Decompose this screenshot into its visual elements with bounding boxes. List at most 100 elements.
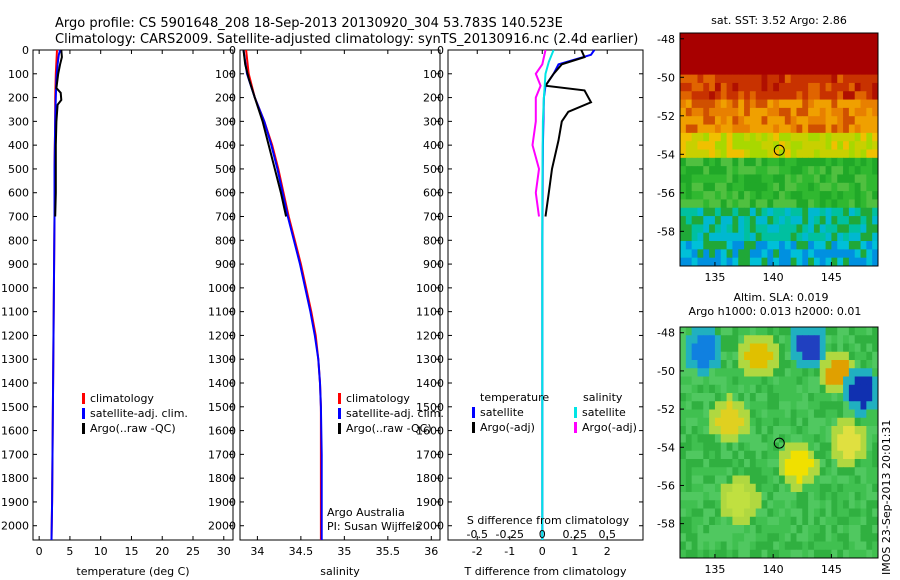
map-cell bbox=[703, 232, 710, 242]
map-cell bbox=[709, 232, 716, 242]
map-cell bbox=[866, 393, 873, 402]
map-cell bbox=[720, 149, 728, 159]
map-cell bbox=[872, 57, 879, 67]
map-cell bbox=[714, 442, 722, 452]
map-cell bbox=[697, 351, 704, 361]
map-cell bbox=[784, 483, 792, 493]
map-cell bbox=[790, 107, 797, 117]
map-cell bbox=[784, 434, 792, 443]
map-cell bbox=[726, 376, 733, 386]
map-cell bbox=[709, 541, 716, 551]
map-cell bbox=[866, 99, 873, 109]
map-cell bbox=[732, 483, 739, 493]
map-cell bbox=[860, 335, 867, 344]
map-cell bbox=[790, 116, 797, 126]
y-tick-label: 200 bbox=[8, 92, 29, 105]
map-cell bbox=[843, 351, 850, 361]
map-cell bbox=[680, 257, 687, 267]
map-cell bbox=[813, 99, 821, 109]
map-cell bbox=[831, 475, 838, 485]
map-cell bbox=[749, 166, 757, 175]
map-cell bbox=[761, 467, 768, 476]
map-cell bbox=[872, 241, 879, 250]
map-cell bbox=[720, 549, 728, 559]
map-cell bbox=[691, 459, 698, 468]
map-cell bbox=[697, 376, 704, 386]
map-cell bbox=[784, 241, 792, 250]
map-cell bbox=[732, 216, 739, 225]
map-cell bbox=[732, 442, 739, 452]
map-cell bbox=[709, 417, 716, 427]
map-cell bbox=[685, 207, 693, 217]
map-cell bbox=[680, 360, 687, 369]
map-cell bbox=[848, 232, 856, 242]
map-cell bbox=[819, 508, 827, 518]
map-cell bbox=[767, 483, 774, 493]
map-cell bbox=[744, 442, 751, 452]
map-cell bbox=[848, 249, 856, 259]
map-cell bbox=[872, 249, 879, 259]
map-cell bbox=[703, 351, 710, 361]
map-cell bbox=[685, 417, 693, 427]
map-cell bbox=[866, 483, 873, 493]
y-tick-label: -54 bbox=[657, 148, 675, 161]
map-cell bbox=[714, 335, 722, 344]
map-cell bbox=[860, 124, 867, 134]
map-cell bbox=[755, 376, 763, 386]
map-cell bbox=[680, 91, 687, 101]
map-cell bbox=[831, 41, 838, 51]
map-cell bbox=[685, 327, 693, 336]
map-cell bbox=[709, 401, 716, 410]
y-tick-label: 1200 bbox=[208, 329, 236, 342]
map-cell bbox=[680, 166, 687, 175]
y-tick-label: 0 bbox=[22, 44, 29, 57]
map-cell bbox=[720, 360, 728, 369]
map-cell bbox=[703, 74, 710, 84]
map-cell bbox=[773, 376, 780, 386]
map-cell bbox=[755, 232, 763, 242]
map-cell bbox=[866, 516, 873, 526]
legend-entry: satellite bbox=[480, 406, 524, 419]
map-cell bbox=[860, 475, 867, 485]
map-cell bbox=[726, 327, 733, 336]
map-cell bbox=[860, 508, 867, 518]
map-cell bbox=[860, 33, 867, 42]
map-cell bbox=[685, 442, 693, 452]
y-tick-label: 1000 bbox=[416, 282, 444, 295]
map-cell bbox=[825, 57, 832, 67]
map-cell bbox=[691, 384, 698, 394]
map-cell bbox=[685, 393, 693, 402]
map-cell bbox=[843, 409, 850, 419]
map-cell bbox=[779, 33, 786, 42]
map-cell bbox=[703, 450, 710, 460]
map-cell bbox=[697, 483, 704, 493]
map-cell bbox=[860, 384, 867, 394]
map-cell bbox=[720, 533, 728, 542]
map-cell bbox=[680, 99, 687, 109]
map-cell bbox=[796, 157, 803, 167]
map-cell bbox=[691, 500, 698, 509]
map-cell bbox=[819, 351, 827, 361]
map-cell bbox=[726, 549, 733, 559]
map-cell bbox=[726, 174, 733, 184]
map-cell bbox=[808, 549, 815, 559]
figure-title-line2: Climatology: CARS2009. Satellite-adjuste… bbox=[55, 32, 639, 47]
map-cell bbox=[709, 450, 716, 460]
map-cell bbox=[796, 57, 803, 67]
map-cell bbox=[813, 241, 821, 250]
map-cell bbox=[749, 516, 757, 526]
map-cell bbox=[796, 41, 803, 51]
map-cell bbox=[697, 442, 704, 452]
map-cell bbox=[767, 360, 774, 369]
map-cell bbox=[837, 124, 844, 134]
map-cell bbox=[744, 82, 751, 92]
map-cell bbox=[755, 384, 763, 394]
map-cell bbox=[825, 533, 832, 542]
x-tick-label: 30 bbox=[217, 545, 231, 558]
map-cell bbox=[685, 132, 693, 142]
map-cell bbox=[755, 166, 763, 175]
map-cell bbox=[872, 157, 879, 167]
map-cell bbox=[784, 74, 792, 84]
map-cell bbox=[843, 249, 850, 259]
map-cell bbox=[761, 191, 768, 200]
